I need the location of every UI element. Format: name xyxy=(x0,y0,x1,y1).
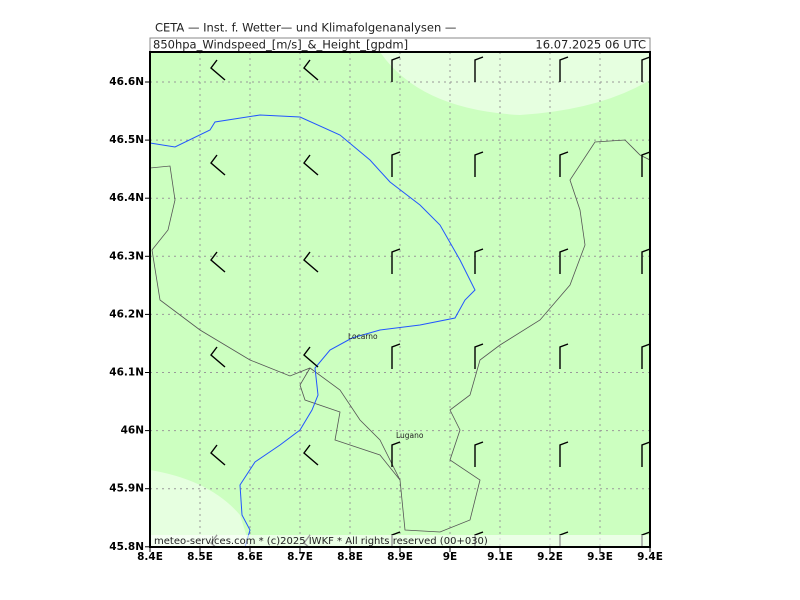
wind-barb xyxy=(303,154,319,176)
lon-label: 9.4E xyxy=(637,551,663,563)
lon-label: 9.2E xyxy=(537,551,563,563)
title: CETA — Inst. f. Wetter— und Klimafolgena… xyxy=(155,21,456,35)
wind-barb xyxy=(303,346,319,368)
wind-barb xyxy=(303,59,319,81)
wind-barb xyxy=(303,444,319,466)
map-area: Locarno Lugano meteo-services.com * (c)2… xyxy=(150,52,650,547)
lon-label: 9.1E xyxy=(487,551,513,563)
lon-label: 9.3E xyxy=(587,551,613,563)
wind-barb xyxy=(641,248,650,274)
border xyxy=(150,139,650,533)
wind-barb xyxy=(391,56,401,82)
wind-barb xyxy=(559,248,569,274)
wind-barb xyxy=(210,251,226,273)
lat-label: 46.3N xyxy=(109,250,144,262)
wind-barb xyxy=(391,343,401,369)
footer: meteo-services.com * (c)2025 IWKF * All … xyxy=(154,536,488,547)
wind-barb xyxy=(641,343,650,369)
lon-label: 8.5E xyxy=(187,551,213,563)
lat-label: 45.9N xyxy=(109,483,144,495)
valid-time: 16.07.2025 06 UTC xyxy=(535,38,646,52)
lon-label: 8.9E xyxy=(387,551,413,563)
lat-label: 46.5N xyxy=(109,134,144,146)
wind-barb xyxy=(474,248,484,274)
footer-box xyxy=(150,535,650,547)
wind-barb xyxy=(641,56,650,82)
wind-barb xyxy=(210,154,226,176)
wind-barb xyxy=(210,346,226,368)
wind-barb xyxy=(391,441,401,467)
lon-label: 8.6E xyxy=(237,551,263,563)
wind-barb xyxy=(303,251,319,273)
product: 850hpa_Windspeed_[m/s]_&_Height_[gpdm] xyxy=(153,38,408,52)
wind-barb xyxy=(474,151,484,177)
wind-barb xyxy=(210,444,226,466)
wind-barb xyxy=(391,248,401,274)
wind-barb xyxy=(391,151,401,177)
wind-barb xyxy=(474,441,484,467)
lat-label: 46.6N xyxy=(109,76,144,88)
lat-label: 46.2N xyxy=(109,308,144,320)
wind-barb xyxy=(559,56,569,82)
lat-label: 46.1N xyxy=(109,367,144,379)
wind-barb xyxy=(641,441,650,467)
wind-barb xyxy=(210,59,226,81)
lon-label: 8.7E xyxy=(287,551,313,563)
lon-label: 9E xyxy=(443,551,457,563)
lon-label: 8.4E xyxy=(137,551,163,563)
border xyxy=(299,367,401,481)
wind-barb xyxy=(559,441,569,467)
wind-barb xyxy=(559,151,569,177)
lat-label: 46.4N xyxy=(109,192,144,204)
lat-label: 45.8N xyxy=(109,541,144,553)
lon-label: 8.8E xyxy=(337,551,363,563)
field-light xyxy=(380,52,650,115)
wind-barb xyxy=(559,343,569,369)
wind-barb xyxy=(474,56,484,82)
wind-barb xyxy=(641,151,650,177)
wind-barb xyxy=(474,343,484,369)
river xyxy=(150,114,476,547)
place-label: Locarno xyxy=(348,332,378,341)
lat-label: 46N xyxy=(121,425,144,437)
place-label: Lugano xyxy=(396,431,424,440)
